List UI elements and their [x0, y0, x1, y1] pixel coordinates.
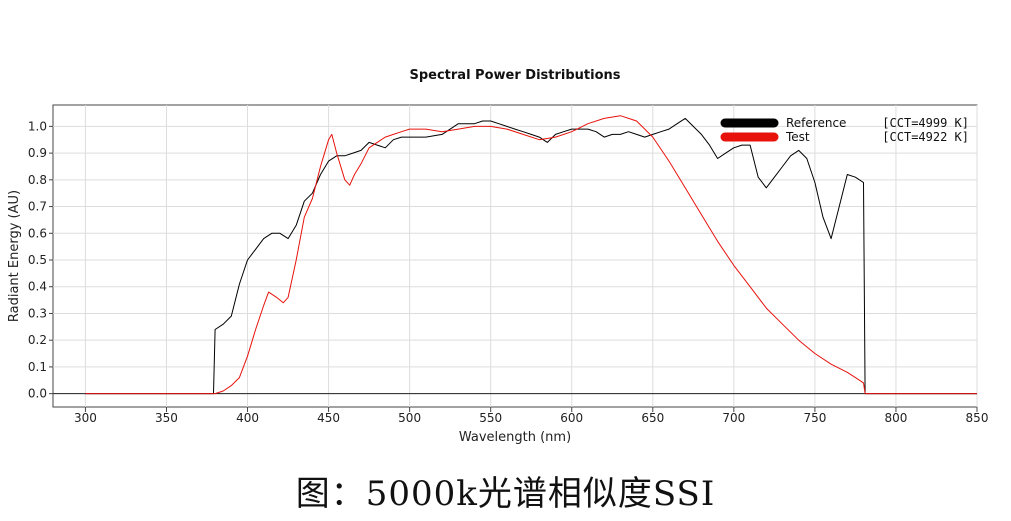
x-tick-label: 650 — [641, 411, 664, 425]
x-tick-label: 600 — [560, 411, 583, 425]
x-tick-label: 700 — [722, 411, 745, 425]
x-axis-label: Wavelength (nm) — [459, 430, 571, 445]
spd-chart: Spectral Power Distributions 300 350 400 45… — [7, 68, 989, 445]
x-tick-label: 300 — [74, 411, 97, 425]
y-tick-label: 0.8 — [28, 173, 47, 187]
series-line-reference — [85, 117, 977, 395]
x-tick-label: 350 — [155, 411, 178, 425]
figure-caption: 图：5000k光谱相似度SSI — [295, 474, 716, 514]
grid — [53, 105, 978, 407]
y-tick-label: 0.1 — [28, 360, 47, 374]
y-tick-label: 1.0 — [28, 119, 47, 133]
y-tick-label: 0.6 — [28, 226, 47, 240]
y-tick-label: 0.7 — [28, 200, 47, 214]
legend: Reference [CCT=4999 K] Test [CCT=4922 K] — [720, 116, 969, 144]
legend-label-test: Test — [785, 130, 810, 144]
axis-ticks: 300 350 400 450 500 550 600 650 700 750 800 850 0.0 0… — [28, 119, 989, 425]
y-tick-label: 0.3 — [28, 306, 47, 320]
series-lines — [85, 115, 977, 395]
y-tick-label: 0.5 — [28, 253, 47, 267]
x-tick-label: 550 — [479, 411, 502, 425]
y-tick-label: 0.4 — [28, 280, 47, 294]
series-line-test — [85, 115, 977, 395]
x-tick-label: 800 — [884, 411, 907, 425]
y-tick-label: 0.0 — [28, 387, 47, 401]
x-tick-label: 400 — [236, 411, 259, 425]
plot-frame — [52, 104, 978, 408]
x-tick-label: 850 — [966, 411, 989, 425]
legend-cct-reference: [CCT=4999 K] — [882, 116, 969, 130]
legend-label-reference: Reference — [786, 116, 846, 130]
x-tick-label: 500 — [398, 411, 421, 425]
x-tick-label: 450 — [317, 411, 340, 425]
y-axis-label: Radiant Energy (AU) — [7, 190, 22, 322]
legend-cct-test: [CCT=4922 K] — [882, 130, 969, 144]
chart-title: Spectral Power Distributions — [409, 68, 620, 83]
x-tick-label: 750 — [803, 411, 826, 425]
y-tick-label: 0.2 — [28, 333, 47, 347]
y-tick-label: 0.9 — [28, 146, 47, 160]
